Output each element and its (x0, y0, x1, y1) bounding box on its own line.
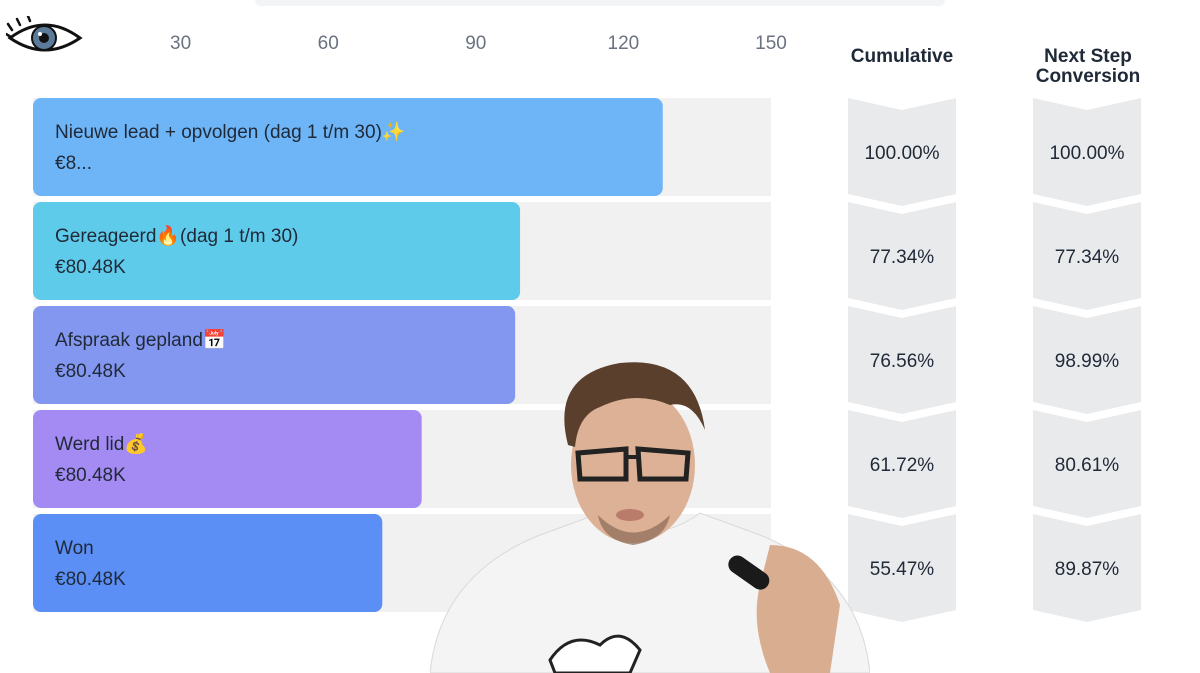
stage-name-3: Afspraak gepland📅 (55, 328, 227, 351)
cumulative-chevron-1 (848, 98, 956, 206)
stage-value-3: €80.48K (55, 361, 126, 382)
bar-5 (33, 514, 383, 612)
bar-2 (33, 202, 521, 300)
presenter-video-overlay (430, 362, 870, 673)
cumulative-chevron-3 (848, 306, 956, 414)
stage-value-1: €8... (55, 153, 92, 174)
next-step-chevron-4 (1033, 410, 1141, 518)
cumulative-value-3: 76.56% (870, 351, 935, 372)
cumulative-column-title: Cumulative (850, 46, 954, 67)
cumulative-value-1: 100.00% (864, 143, 939, 164)
x-tick-label-90: 90 (465, 33, 486, 54)
x-tick-label-60: 60 (318, 33, 339, 54)
next-step-chevron-3 (1033, 306, 1141, 414)
cumulative-value-4: 61.72% (870, 455, 935, 476)
stage-name-2: Gereageerd🔥(dag 1 t/m 30) (55, 224, 298, 247)
bar-4 (33, 410, 422, 508)
bar-1 (33, 98, 663, 196)
cumulative-value-2: 77.34% (870, 247, 935, 268)
next-step-chevron-2 (1033, 202, 1141, 310)
top-strip (255, 0, 945, 6)
bar-3 (33, 306, 516, 404)
x-tick-label-30: 30 (170, 33, 191, 54)
cumulative-chevron-5 (848, 514, 956, 622)
stage-name-4: Werd lid💰 (55, 432, 148, 455)
stage-name-1: Nieuwe lead + opvolgen (dag 1 t/m 30)✨ (55, 121, 406, 143)
next-step-chevron-5 (1033, 514, 1141, 622)
next-step-value-4: 80.61% (1055, 455, 1120, 476)
cumulative-chevron-4 (848, 410, 956, 518)
next-step-value-3: 98.99% (1055, 351, 1120, 372)
next-step-chevron-1 (1033, 98, 1141, 206)
x-tick-label-120: 120 (608, 33, 640, 54)
stage-name-5: Won (55, 538, 94, 559)
stage-value-2: €80.48K (55, 257, 126, 278)
next-step-value-1: 100.00% (1049, 143, 1124, 164)
cumulative-value-5: 55.47% (870, 559, 935, 580)
stage-value-5: €80.48K (55, 569, 126, 590)
next-step-conversion-title: Next Step Conversion (1018, 47, 1158, 87)
next-step-title-line2: Conversion (1035, 66, 1141, 87)
next-step-title-line1: Next Step (1044, 46, 1132, 67)
next-step-value-2: 77.34% (1055, 247, 1120, 268)
next-step-value-5: 89.87% (1055, 559, 1120, 580)
stage-value-4: €80.48K (55, 465, 126, 486)
x-tick-label-150: 150 (755, 33, 787, 54)
cumulative-chevron-2 (848, 202, 956, 310)
eye-icon (6, 16, 83, 52)
